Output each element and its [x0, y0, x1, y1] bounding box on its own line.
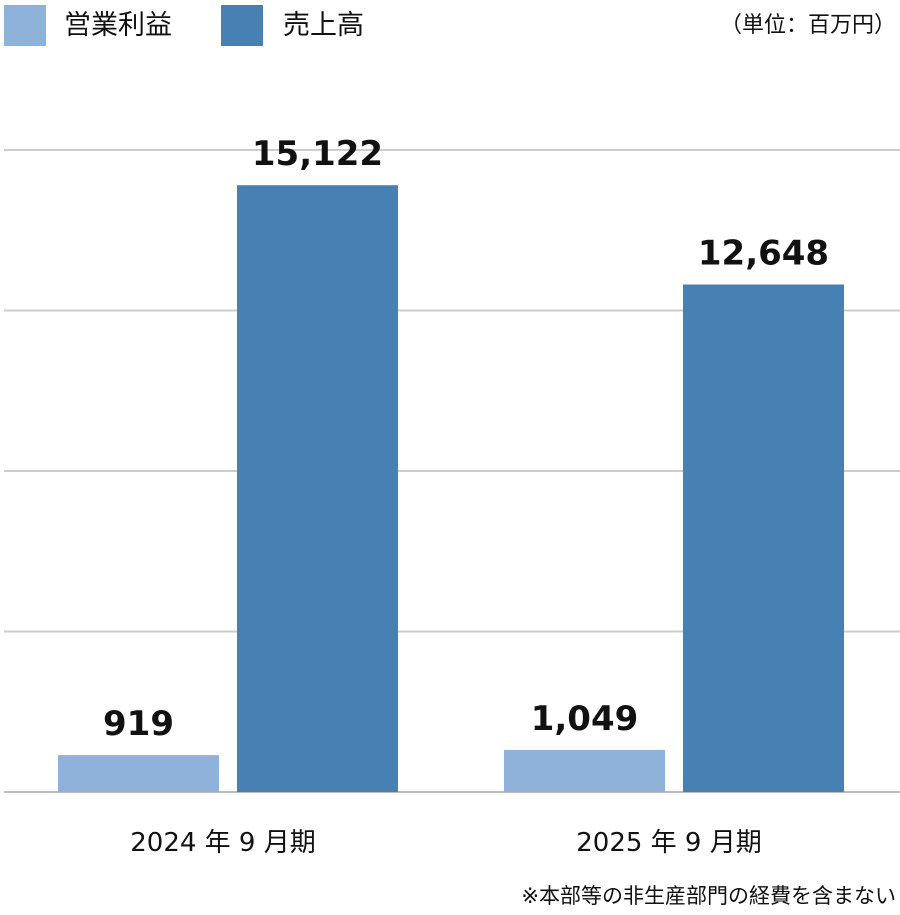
x-tick-label: 2025 年 9 月期: [576, 828, 762, 858]
data-label: 15,122: [252, 134, 383, 174]
unit-label: （単位：百万円）: [719, 13, 896, 38]
x-tick-label: 2024 年 9 月期: [130, 828, 316, 858]
data-label: 1,049: [531, 699, 639, 739]
bar-1-1: [683, 284, 844, 792]
bar-0-0: [58, 755, 219, 792]
legend-label-operating-profit: 営業利益: [64, 10, 172, 41]
footnote: ※本部等の非生産部門の経費を含まない: [521, 884, 896, 908]
bar-0-1: [504, 749, 665, 792]
data-label: 12,648: [698, 233, 829, 273]
legend-swatch-operating-profit: [4, 5, 46, 46]
bar-1-0: [237, 185, 398, 793]
legend-swatch-sales: [221, 5, 263, 46]
data-label: 919: [103, 704, 174, 744]
legend-label-sales: 売上高: [283, 10, 364, 41]
